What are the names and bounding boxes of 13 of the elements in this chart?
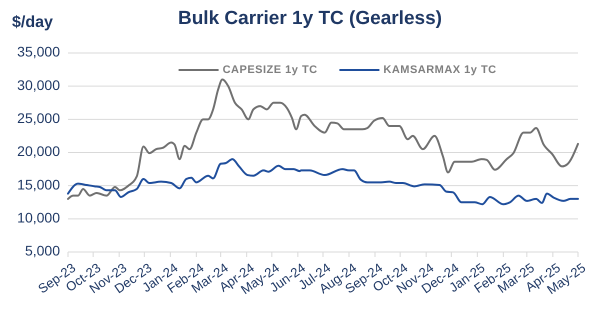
y-tick-label: 25,000: [17, 110, 60, 126]
y-tick-label: 35,000: [17, 44, 60, 60]
y-tick-label: 10,000: [17, 210, 60, 226]
y-tick-label: 15,000: [17, 176, 60, 192]
y-axis-title: $/day: [12, 14, 54, 31]
y-tick-label: 5,000: [24, 242, 60, 259]
legend-label: KAMSARMAX 1y TC: [383, 64, 497, 76]
line-series: [67, 78, 579, 200]
y-tick-label: 20,000: [17, 143, 60, 160]
y-tick-label: 30,000: [17, 76, 60, 93]
line-series: [67, 158, 579, 206]
chart-title: Bulk Carrier 1y TC (Gearless): [178, 8, 442, 29]
legend-label: CAPESIZE 1y TC: [222, 64, 318, 76]
